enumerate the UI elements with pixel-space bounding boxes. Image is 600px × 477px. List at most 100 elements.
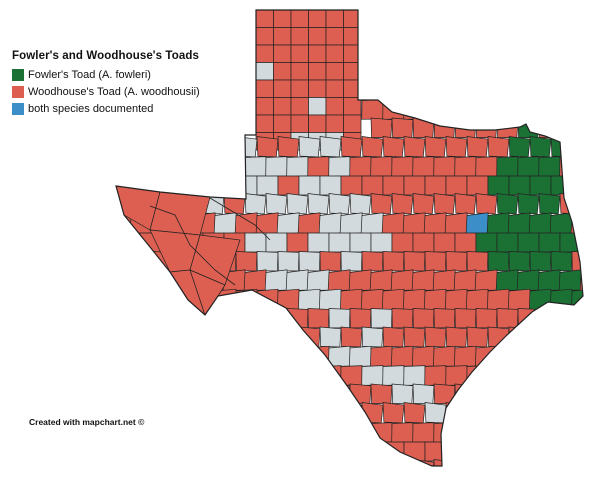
county-region [411, 269, 437, 292]
county-region [580, 345, 583, 367]
county-region [118, 345, 142, 367]
county-region [412, 383, 435, 405]
county-region [172, 365, 195, 386]
county-region [118, 308, 141, 329]
county-region [559, 156, 582, 177]
county-region [571, 326, 583, 348]
county-region [495, 269, 521, 292]
county-region [538, 345, 562, 367]
county-region [403, 288, 427, 310]
county-region [361, 251, 384, 272]
county-region [508, 288, 532, 310]
county-region [466, 251, 489, 272]
legend-swatch-woodhousii [12, 85, 24, 98]
county-region [202, 422, 225, 443]
county-region [255, 97, 274, 116]
county-region [308, 97, 327, 116]
county-region [130, 441, 153, 462]
county-region [277, 365, 300, 386]
county-region [507, 212, 533, 235]
county-region [466, 99, 489, 120]
county-region [160, 345, 184, 367]
county-region [223, 193, 246, 215]
county-region [382, 136, 405, 158]
county-region [172, 175, 195, 196]
county-region [516, 269, 542, 292]
county-region [391, 193, 414, 215]
county-region [475, 156, 498, 177]
county-region [550, 402, 573, 424]
county-region [454, 193, 477, 215]
county-region [327, 269, 353, 292]
county-region [285, 269, 311, 292]
county-region [244, 308, 267, 329]
county-region [256, 251, 279, 272]
county-region [308, 44, 327, 63]
county-region [454, 383, 477, 405]
county-region [139, 308, 162, 329]
county-region [570, 212, 583, 235]
county-region [298, 365, 321, 386]
state-outline [115, 9, 584, 467]
county-region [255, 212, 281, 235]
county-region [244, 232, 267, 253]
county-region [117, 269, 143, 292]
county-region [308, 27, 327, 46]
county-region [130, 136, 153, 158]
county-region [508, 441, 531, 462]
county-region [529, 365, 552, 386]
legend-item-woodhousii: Woodhouse's Toad (A. woodhousii) [12, 83, 232, 100]
county-region [328, 308, 351, 329]
county-region [116, 441, 132, 462]
county-region [340, 175, 363, 196]
county-region [370, 345, 394, 367]
county-region [370, 383, 393, 405]
county-region [550, 288, 574, 310]
county-region [325, 79, 344, 98]
county-region [361, 365, 384, 386]
county-region [496, 156, 519, 177]
county-region [265, 459, 288, 466]
county-region [349, 232, 372, 253]
county-region [370, 459, 393, 466]
county-region [559, 117, 582, 139]
county-region [130, 251, 153, 272]
county-region [454, 459, 477, 466]
county-region [319, 365, 342, 386]
county-region [277, 326, 300, 348]
county-region [559, 308, 582, 329]
county-region [213, 212, 239, 235]
county-region [116, 288, 133, 310]
county-region [235, 402, 258, 424]
county-region [151, 136, 174, 158]
county-region [256, 175, 279, 196]
county-region [412, 422, 435, 443]
county-region [256, 402, 279, 424]
county-region [265, 422, 288, 443]
county-region [382, 365, 405, 386]
county-region [382, 175, 405, 196]
county-region [149, 191, 211, 236]
county-region [529, 402, 552, 424]
county-region [130, 288, 154, 310]
county-region [298, 251, 321, 272]
county-region [361, 288, 385, 310]
county-region [256, 326, 279, 348]
river-lines [149, 197, 271, 286]
county-region [381, 212, 407, 235]
county-region [559, 193, 582, 215]
county-region [223, 422, 246, 443]
county-region [466, 288, 490, 310]
county-region [340, 288, 364, 310]
county-region [193, 175, 216, 196]
county-region [277, 136, 300, 158]
county-region [118, 156, 141, 177]
county-region [454, 345, 478, 367]
county-region [508, 99, 531, 120]
county-region [202, 156, 225, 177]
county-region [234, 212, 260, 235]
legend-label-both: both species documented [28, 102, 154, 115]
county-region [361, 175, 384, 196]
county-region [580, 193, 583, 215]
